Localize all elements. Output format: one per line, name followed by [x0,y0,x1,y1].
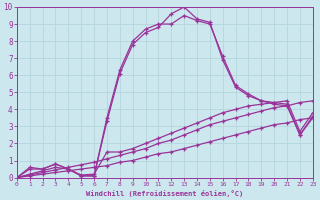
X-axis label: Windchill (Refroidissement éolien,°C): Windchill (Refroidissement éolien,°C) [86,190,244,197]
